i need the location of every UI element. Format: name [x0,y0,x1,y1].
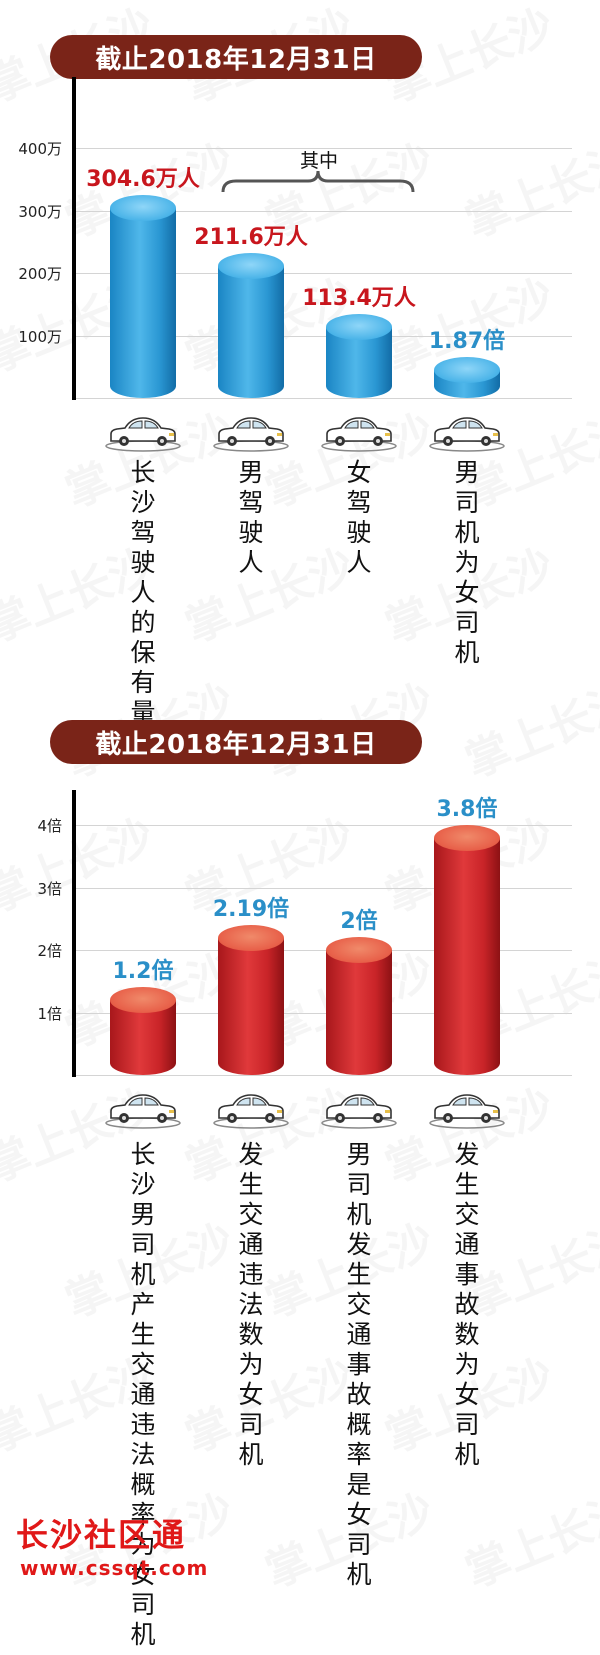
y-axis-line [72,77,76,400]
bar-value-label: 2.19倍 [212,897,290,923]
bar-value-label: 304.6万人 [86,166,200,192]
brace-annotation-label: 其中 [300,150,339,172]
watermark-text: 掌上长沙 [458,134,600,248]
category-label: 男驾驶人 [238,458,264,577]
watermark-text: 掌上长沙 [178,539,361,653]
chart1-title-banner: 截止2018年12月31日 [50,35,422,79]
y-tick-label: 400万 [18,140,62,158]
y-tick-label: 4倍 [37,817,62,835]
car-icon [321,1089,397,1129]
bar-value-label: 113.4万人 [302,286,416,312]
bar-value-label: 1.87倍 [428,329,506,354]
y-tick-label: 100万 [18,327,62,346]
y-tick-label: 200万 [18,265,62,283]
brace-icon [221,170,415,193]
car-icon [213,1089,289,1129]
category-label: 发生交通事故数为女司机 [454,1140,480,1469]
y-tick-label: 3倍 [37,879,62,898]
car-icon [105,412,181,452]
baseline-gridline [76,1075,572,1076]
baseline-gridline [76,398,572,399]
footer-logo: 长沙社区通 [16,1516,187,1554]
gridline [76,148,572,149]
gridline [76,210,572,212]
gridline [76,887,572,889]
chart2-title-banner: 截止2018年12月31日 [50,720,422,764]
category-label: 长沙驾驶人的保有量 [130,458,156,727]
bar [218,925,284,1075]
gridline [76,335,572,337]
car-icon [429,412,505,452]
watermark-text: 掌上长沙 [458,1484,600,1598]
category-label: 发生交通违法数为女司机 [238,1140,264,1469]
bar [110,987,176,1075]
y-axis-line [72,790,76,1077]
gridline [76,273,572,274]
y-tick-label: 1倍 [37,1004,62,1023]
gridline [76,950,572,951]
bar [326,937,392,1075]
gridline [76,825,572,826]
category-label: 女驾驶人 [346,458,372,577]
y-tick-label: 2倍 [37,942,62,960]
car-icon [213,412,289,452]
bar-value-label: 211.6万人 [194,224,308,250]
bar-value-label: 1.2倍 [112,959,174,984]
car-icon [321,412,397,452]
bar [110,194,176,398]
y-tick-label: 300万 [18,202,62,221]
category-label: 长沙男司机产生交通违法概率为女司机 [130,1140,156,1649]
category-label: 男司机为女司机 [454,458,480,667]
bar-value-label: 3.8倍 [436,796,498,822]
category-label: 男司机发生交通事故概率是女司机 [346,1140,372,1589]
watermark-text: 掌上长沙 [458,674,600,788]
bar [434,357,500,398]
footer-url: www.cssqt.com [20,1556,209,1580]
bar [434,824,500,1075]
car-icon [105,1089,181,1129]
gridline [76,1012,572,1014]
bar [218,252,284,398]
watermark-text: 掌上长沙 [178,1349,361,1463]
bar-value-label: 2倍 [340,909,378,934]
bar [326,314,392,398]
car-icon [429,1089,505,1129]
